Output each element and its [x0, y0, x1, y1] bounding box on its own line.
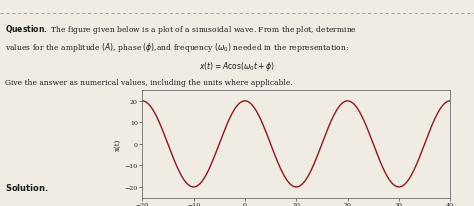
- Text: values for the amplitude $(A)$, phase $(\phi)$,and frequency $(\omega_0)$ needed: values for the amplitude $(A)$, phase $(…: [5, 41, 349, 54]
- Y-axis label: x(t): x(t): [114, 138, 122, 150]
- Text: $\mathbf{Question.}$ The figure given below is a plot of a sinusoidal wave. From: $\mathbf{Question.}$ The figure given be…: [5, 23, 357, 36]
- Text: Give the answer as numerical values, including the units where applicable.: Give the answer as numerical values, inc…: [5, 78, 292, 86]
- Text: $\mathbf{Solution.}$: $\mathbf{Solution.}$: [5, 181, 48, 192]
- Text: $x(t) = A\mathrm{cos}(\omega_0 t + \phi)$: $x(t) = A\mathrm{cos}(\omega_0 t + \phi)…: [199, 60, 275, 73]
